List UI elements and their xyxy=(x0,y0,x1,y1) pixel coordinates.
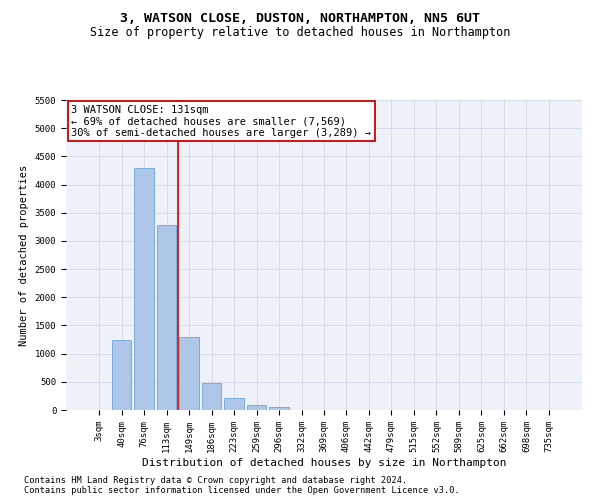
Text: Contains public sector information licensed under the Open Government Licence v3: Contains public sector information licen… xyxy=(24,486,460,495)
Text: 3, WATSON CLOSE, DUSTON, NORTHAMPTON, NN5 6UT: 3, WATSON CLOSE, DUSTON, NORTHAMPTON, NN… xyxy=(120,12,480,26)
Bar xyxy=(134,168,154,410)
Bar xyxy=(112,340,131,410)
Y-axis label: Number of detached properties: Number of detached properties xyxy=(19,164,29,346)
Bar xyxy=(202,383,221,410)
Text: Contains HM Land Registry data © Crown copyright and database right 2024.: Contains HM Land Registry data © Crown c… xyxy=(24,476,407,485)
Text: 3 WATSON CLOSE: 131sqm
← 69% of detached houses are smaller (7,569)
30% of semi-: 3 WATSON CLOSE: 131sqm ← 69% of detached… xyxy=(71,104,371,138)
X-axis label: Distribution of detached houses by size in Northampton: Distribution of detached houses by size … xyxy=(142,458,506,468)
Text: Size of property relative to detached houses in Northampton: Size of property relative to detached ho… xyxy=(90,26,510,39)
Bar xyxy=(224,398,244,410)
Bar xyxy=(179,338,199,410)
Bar xyxy=(269,406,289,410)
Bar xyxy=(247,405,266,410)
Bar xyxy=(157,225,176,410)
